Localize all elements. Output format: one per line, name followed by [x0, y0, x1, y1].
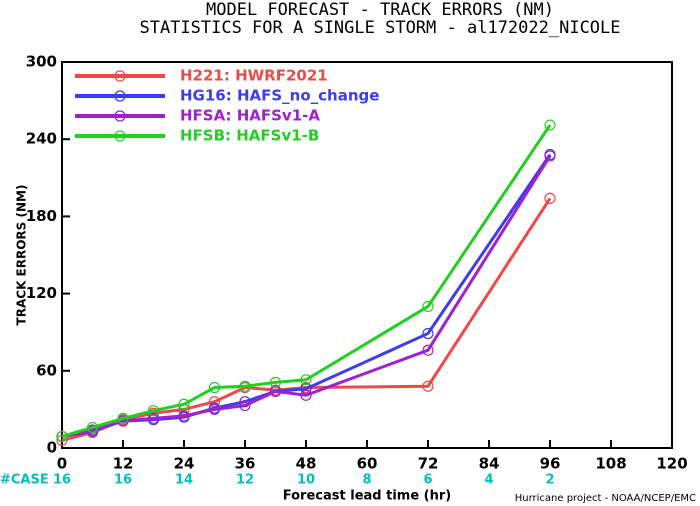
legend-label: HFSA: HAFSv1-A — [180, 107, 320, 125]
legend-marker — [114, 110, 126, 122]
x-tick-label: 12 — [113, 455, 134, 473]
x-tick-label: 72 — [418, 455, 439, 473]
marker — [86, 421, 99, 434]
marker — [147, 405, 160, 417]
marker — [208, 403, 221, 415]
marker — [422, 300, 434, 313]
x-tick-label: 60 — [357, 455, 378, 473]
case-count: 16 — [114, 473, 132, 488]
x-tick-label: 84 — [479, 455, 500, 473]
legend-marker — [114, 70, 126, 82]
case-count: 6 — [423, 473, 432, 488]
marker — [544, 150, 556, 162]
y-tick-label: 300 — [26, 53, 57, 71]
marker — [147, 412, 160, 425]
x-tick-label: 24 — [174, 455, 195, 473]
x-axis-label: Forecast lead time (hr) — [283, 489, 451, 504]
case-count: 4 — [484, 473, 493, 488]
case-label: #CASE — [0, 473, 49, 488]
x-tick-label: 96 — [540, 455, 561, 473]
marker — [269, 376, 282, 388]
x-tick-label: 108 — [595, 455, 626, 473]
series-line — [61, 124, 552, 438]
marker — [239, 399, 251, 412]
marker — [300, 374, 312, 386]
y-tick-label: 120 — [26, 284, 57, 302]
x-tick-label: 0 — [57, 455, 67, 473]
legend-label: HG16: HAFS_no_change — [180, 87, 379, 105]
marker — [422, 344, 434, 356]
case-count: 2 — [545, 473, 554, 488]
marker — [56, 430, 68, 443]
marker — [269, 385, 282, 397]
marker — [422, 380, 434, 392]
marker — [422, 327, 434, 340]
legend-label: H221: HWRF2021 — [180, 67, 328, 85]
marker — [178, 398, 190, 410]
marker — [239, 380, 251, 392]
plot-frame — [61, 61, 673, 449]
chart-subtitle: STATISTICS FOR A SINGLE STORM - al172022… — [139, 18, 620, 38]
x-tick-label: 120 — [656, 455, 687, 473]
y-tick-label: 60 — [36, 361, 57, 379]
series-line — [61, 155, 552, 438]
legend-marker — [114, 90, 126, 102]
y-tick-label: 240 — [26, 130, 57, 148]
marker — [544, 192, 556, 204]
y-axis-label: TRACK ERRORS (NM) — [15, 185, 29, 326]
case-count: 8 — [362, 473, 371, 488]
marker — [544, 119, 556, 131]
case-count: 12 — [236, 473, 254, 488]
legend-label: HFSB: HAFSv1-B — [180, 127, 319, 145]
x-tick-label: 36 — [235, 455, 256, 473]
footer: Hurricane project - NOAA/NCEP/EMC — [515, 493, 696, 504]
case-count: 16 — [53, 473, 71, 488]
case-count: 10 — [297, 473, 315, 488]
y-tick-label: 180 — [26, 207, 57, 225]
marker — [117, 412, 129, 425]
legend-marker — [114, 130, 126, 142]
marker — [300, 389, 312, 401]
case-count: 14 — [175, 473, 193, 488]
marker — [208, 381, 221, 394]
marker — [178, 410, 190, 422]
y-tick-label: 0 — [47, 439, 57, 457]
x-tick-label: 48 — [296, 455, 317, 473]
chart-title: MODEL FORECAST - TRACK ERRORS (NM) — [206, 0, 554, 20]
